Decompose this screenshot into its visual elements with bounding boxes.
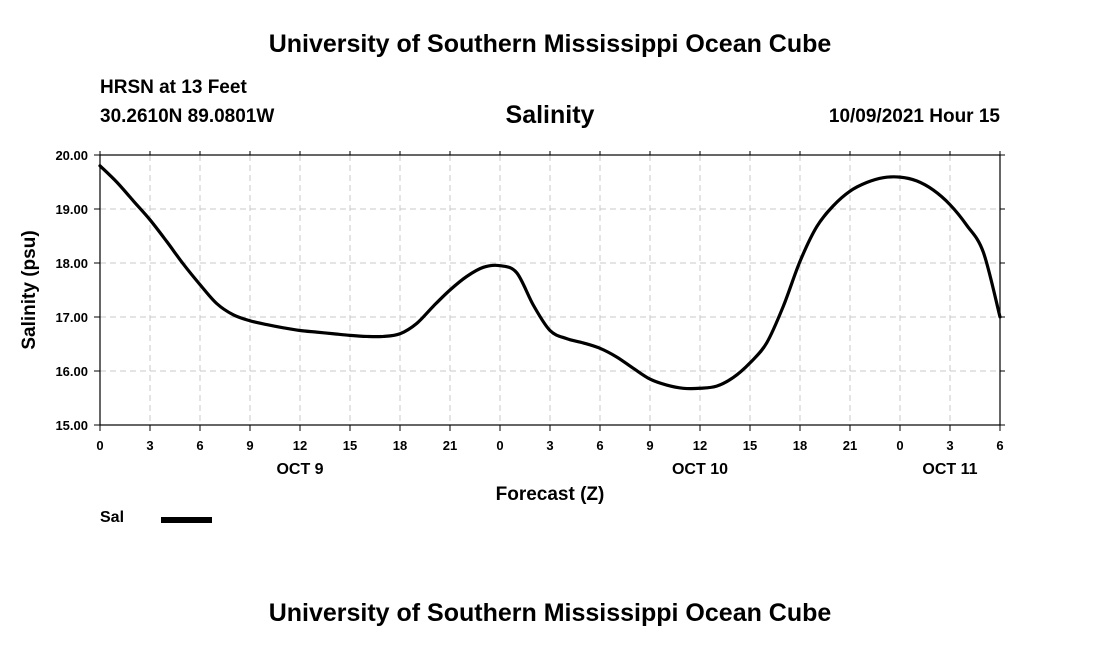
- y-tick-label: 17.00: [55, 310, 88, 325]
- y-tick-label: 18.00: [55, 256, 88, 271]
- x-tick-label: 21: [843, 438, 857, 453]
- forecast-datetime: 10/09/2021 Hour 15: [828, 106, 1000, 127]
- page-title-top: University of Southern Mississippi Ocean…: [268, 30, 832, 58]
- x-tick-label: 9: [246, 438, 253, 453]
- x-tick-label: 18: [393, 438, 407, 453]
- chart-ticks: [94, 151, 1005, 431]
- x-tick-label: 0: [896, 438, 903, 453]
- x-tick-label: 15: [743, 438, 757, 453]
- x-tick-label: 3: [146, 438, 153, 453]
- legend-label: Sal: [100, 509, 125, 526]
- x-tick-label: 6: [596, 438, 603, 453]
- x-tick-label: 0: [96, 438, 103, 453]
- chart-series: [98, 164, 1002, 391]
- x-tick-label: 9: [646, 438, 653, 453]
- x-tick-label: 3: [546, 438, 553, 453]
- day-label: OCT 11: [922, 461, 977, 478]
- y-axis-label: Salinity (psu): [19, 230, 40, 349]
- legend-line-swatch: [161, 517, 212, 523]
- x-tick-label: 15: [343, 438, 357, 453]
- x-tick-label: 6: [996, 438, 1003, 453]
- y-tick-label: 16.00: [55, 364, 88, 379]
- y-tick-label: 20.00: [55, 148, 88, 163]
- x-tick-label: 21: [443, 438, 457, 453]
- x-tick-label: 12: [293, 438, 307, 453]
- x-tick-label: 3: [946, 438, 953, 453]
- day-label: OCT 9: [276, 461, 323, 478]
- station-coordinates: 30.2610N 89.0801W: [100, 106, 275, 127]
- y-tick-label: 19.00: [55, 202, 88, 217]
- x-tick-label: 0: [496, 438, 503, 453]
- day-label: OCT 10: [672, 461, 728, 478]
- chart-labels: 0 3 6 9 12 15 18 21 0 3 6 9 12 15 18 21 0 3 6 15.00 16.00 17.…: [55, 148, 1003, 478]
- x-tick-label: 6: [196, 438, 203, 453]
- y-tick-label: 15.00: [55, 418, 88, 433]
- x-tick-label: 12: [693, 438, 707, 453]
- series-line-sal: [98, 164, 1002, 391]
- chart-grid: [100, 155, 1000, 425]
- page-title-bottom: University of Southern Mississippi Ocean…: [268, 599, 832, 627]
- x-axis-label: Forecast (Z): [496, 484, 605, 505]
- station-label: HRSN at 13 Feet: [100, 77, 247, 98]
- x-tick-label: 18: [793, 438, 807, 453]
- chart-title: Salinity: [505, 101, 595, 129]
